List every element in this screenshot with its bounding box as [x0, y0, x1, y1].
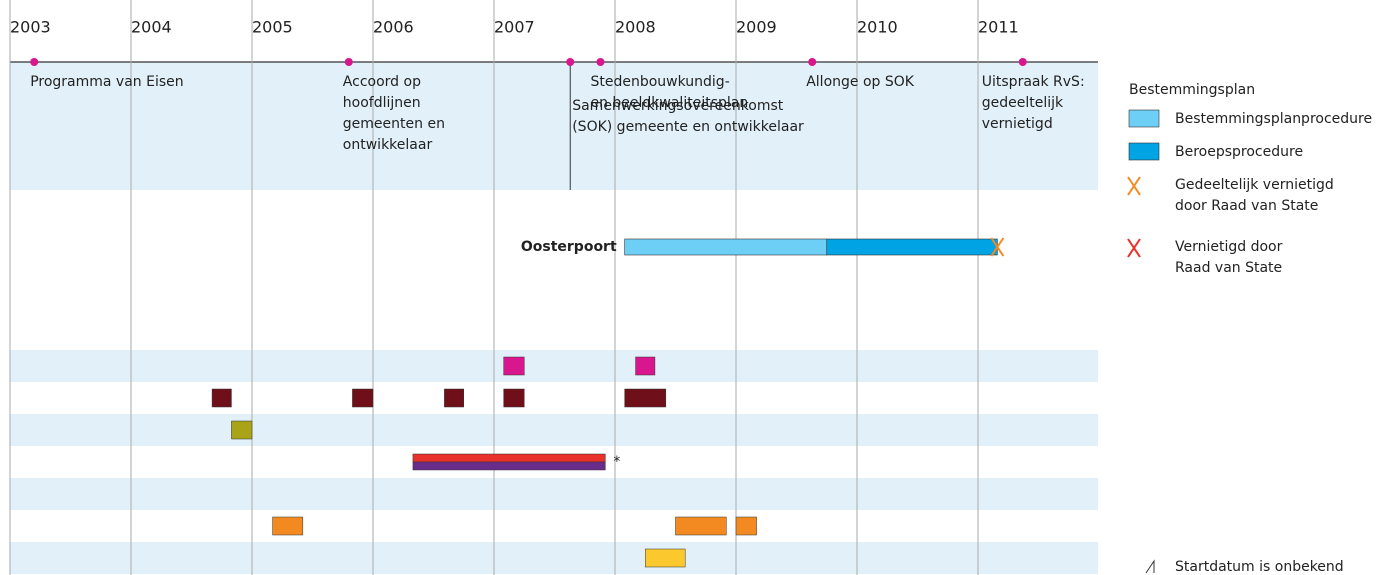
event-dot: [566, 58, 575, 66]
plan-bar: [826, 238, 998, 256]
plan-bar: [624, 238, 828, 256]
legend-title: Bestemmingsplan: [1129, 82, 1255, 98]
event-label: gemeenten en: [343, 116, 445, 132]
year-label: 2009: [736, 18, 777, 37]
event-dot: [30, 58, 39, 66]
event-dot: [596, 58, 605, 66]
year-label: 2011: [978, 18, 1019, 37]
bar: [624, 388, 667, 408]
event-label: ontwikkelaar: [343, 137, 433, 153]
event-dot: [1018, 58, 1027, 66]
bar: [352, 388, 374, 408]
row-stripe: [10, 414, 1098, 446]
legend-label: Raad van State: [1175, 260, 1282, 276]
year-label: 2010: [857, 18, 898, 37]
legend-swatch: [1128, 142, 1160, 161]
legend-label: Bestemmingsplanprocedure: [1175, 111, 1372, 127]
event-label: Stedenbouwkundig-: [590, 74, 729, 90]
legend-label: Gedeeltelijk vernietigd: [1175, 177, 1334, 193]
legend-swatch: [1128, 109, 1160, 128]
row-stripe: [10, 478, 1098, 510]
event-label: hoofdlijnen: [343, 95, 421, 111]
bar: [272, 516, 304, 536]
year-label: 2005: [252, 18, 293, 37]
year-label: 2003: [10, 18, 51, 37]
plan-name: Oosterpoort: [521, 239, 617, 255]
event-label: Uitspraak RvS:: [982, 74, 1085, 90]
year-label: 2004: [131, 18, 172, 37]
bar: [675, 516, 727, 536]
legend-label: Vernietigd door: [1175, 239, 1283, 255]
event-dot: [344, 58, 353, 66]
event-dot: [808, 58, 817, 66]
bar: [231, 420, 253, 440]
row-stripe: [10, 542, 1098, 574]
legend-label: door Raad van State: [1175, 198, 1318, 214]
event-band: [10, 62, 1098, 190]
bar: [412, 461, 606, 471]
legend-x-red: [1127, 238, 1141, 258]
plan-mark-stroke: [990, 237, 1005, 257]
bar: [735, 516, 757, 536]
event-label: Allonge op SOK: [806, 74, 915, 90]
event-label: Programma van Eisen: [30, 74, 183, 90]
bar: [412, 453, 606, 463]
event-label: Samenwerkingsovereenkomst: [572, 98, 784, 114]
legend-x-orange: [1127, 176, 1141, 196]
year-label: 2006: [373, 18, 414, 37]
legend-footnote: Startdatum is onbekend: [1175, 559, 1344, 575]
event-label: vernietigd: [982, 116, 1053, 132]
bar: [635, 356, 656, 376]
bar: [645, 548, 686, 568]
bar: [503, 356, 525, 376]
event-label: en beeldkwaliteitsplan: [590, 95, 748, 111]
event-label: Accoord op: [343, 74, 421, 90]
unknown-start-icon: [1145, 559, 1155, 574]
legend-label: Beroepsprocedure: [1175, 144, 1303, 160]
year-label: 2007: [494, 18, 535, 37]
plan-mark: [990, 237, 1005, 257]
bar: [444, 388, 465, 408]
row-stripe: [10, 350, 1098, 382]
event-label: gedeeltelijk: [982, 95, 1064, 111]
bar: [211, 388, 232, 408]
bar-note: *: [613, 454, 620, 470]
year-label: 2008: [615, 18, 656, 37]
event-label: (SOK) gemeente en ontwikkelaar: [572, 119, 804, 135]
bar: [503, 388, 525, 408]
